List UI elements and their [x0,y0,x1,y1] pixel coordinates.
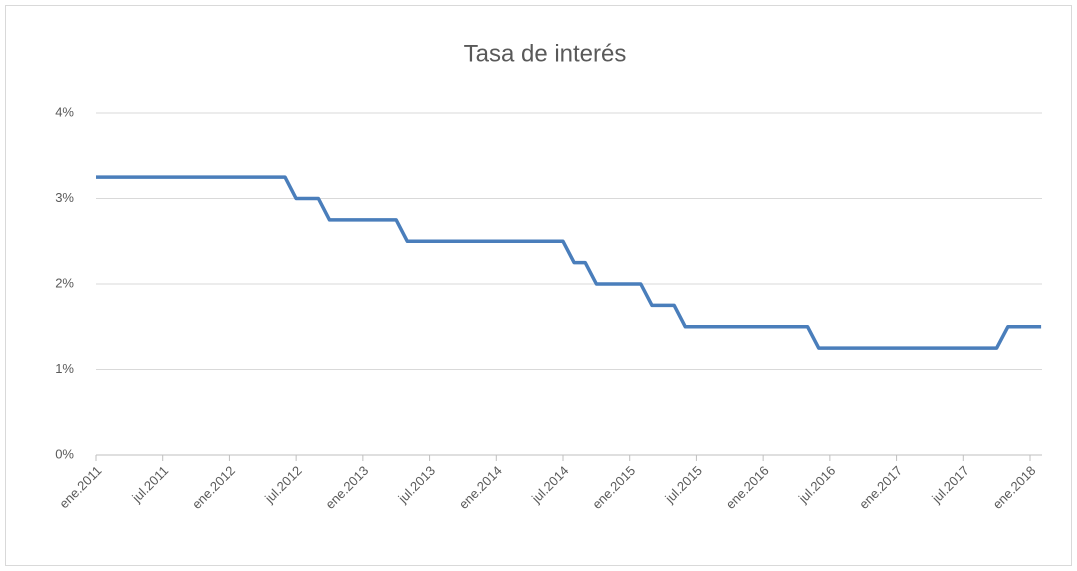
chart-title: Tasa de interés [464,40,627,67]
y-tick-label: 2% [55,275,74,290]
y-tick-label: 3% [55,190,74,205]
y-tick-label: 0% [55,446,74,461]
y-tick-label: 1% [55,361,74,376]
chart-border [5,5,1072,566]
data-line [96,175,1042,350]
y-tick-label: 4% [55,104,74,119]
